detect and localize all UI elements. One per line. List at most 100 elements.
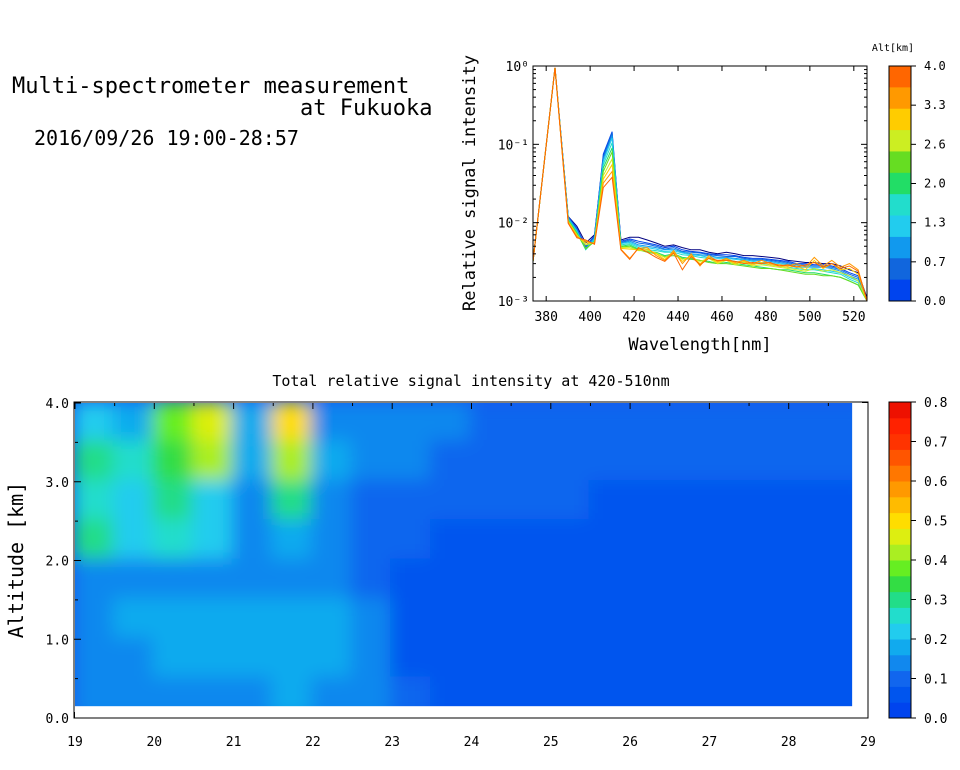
heatmap-cell	[628, 676, 672, 707]
heatmap-cell	[231, 558, 276, 602]
heatmap-x-tick-label: 25	[543, 735, 559, 750]
intensity-colorbar: 0.8 0.7 0.6 0.5 0.4 0.3 0.2 0.1 0.0	[888, 396, 948, 727]
altitude-colorbar-tick-label: 0.0	[924, 294, 946, 308]
heatmap-cell	[191, 637, 236, 681]
intensity-colorbar-cell	[889, 575, 911, 593]
heatmap-cell	[509, 558, 553, 602]
heatmap-cell	[747, 558, 791, 602]
altitude-colorbar-tick-label: 3.3	[924, 98, 946, 112]
heatmap-cell	[429, 676, 474, 707]
spectrum-y-tick-label: 10⁻²	[498, 217, 529, 232]
heatmap-cell	[390, 558, 434, 602]
heatmap-cell	[152, 676, 196, 707]
spectrum-series-line	[533, 67, 867, 301]
intensity-colorbar-cell	[889, 417, 911, 435]
heatmap-cell	[310, 479, 355, 524]
heatmap-cell	[429, 558, 474, 602]
heatmap-cell	[469, 519, 514, 563]
heatmap-cell	[548, 519, 593, 563]
intensity-colorbar-cell	[889, 591, 911, 608]
heatmap-cell	[390, 597, 434, 642]
heatmap-frame	[73, 401, 869, 719]
heatmap-cell	[310, 558, 355, 602]
spectrum-series-line	[533, 67, 867, 301]
heatmap-x-tick-label: 20	[146, 735, 162, 750]
heatmap-cell	[350, 597, 395, 642]
spectrum-y-tick-label: 10⁻³	[498, 295, 529, 310]
heatmap-cell	[548, 637, 593, 681]
heatmap-cell	[310, 676, 355, 707]
heatmap-cell	[75, 558, 117, 602]
heatmap-cell	[231, 597, 276, 642]
heatmap-cell	[826, 676, 853, 707]
intensity-colorbar-cell	[889, 607, 911, 624]
heatmap-cell	[628, 558, 672, 602]
heatmap-cell	[548, 440, 593, 484]
heatmap-cell	[429, 479, 474, 524]
heatmap-cell	[747, 597, 791, 642]
heatmap-cell	[191, 479, 236, 524]
heatmap-cell	[469, 558, 514, 602]
intensity-colorbar-cell	[889, 560, 911, 577]
heatmap-cell	[271, 676, 315, 707]
heatmap-cell	[191, 519, 236, 563]
heatmap-cell	[548, 479, 593, 524]
heatmap-cell	[786, 403, 831, 445]
intensity-heatmap: Total relative signal intensity at 420-5…	[4, 372, 876, 750]
heatmap-cell	[390, 519, 434, 563]
heatmap-cell	[191, 403, 236, 445]
heatmap-cell	[667, 440, 712, 484]
heatmap-cell	[628, 519, 672, 563]
heatmap-cell	[588, 440, 633, 484]
heatmap-cell	[112, 403, 157, 445]
intensity-colorbar-tick-label: 0.3	[924, 594, 947, 609]
measurement-datetime: 2016/09/26 19:00-28:57	[34, 126, 299, 150]
heatmap-cell	[429, 637, 474, 681]
heatmap-cell	[786, 558, 831, 602]
spectrum-x-tick-label: 520	[842, 310, 865, 325]
intensity-colorbar-cell	[889, 449, 911, 466]
heatmap-cell	[707, 597, 752, 642]
heatmap-cell	[469, 479, 514, 524]
altitude-colorbar-cell	[889, 108, 911, 131]
heatmap-cell	[747, 440, 791, 484]
heatmap-cell	[75, 676, 117, 707]
heatmap-cell	[152, 519, 196, 563]
altitude-colorbar-cell	[889, 130, 911, 152]
intensity-colorbar-cell	[889, 433, 911, 450]
heatmap-cell	[747, 676, 791, 707]
heatmap-cell	[152, 479, 196, 524]
heatmap-cell	[152, 597, 196, 642]
intensity-colorbar-cell	[889, 639, 911, 656]
heatmap-cell	[350, 440, 395, 484]
intensity-colorbar-tick-label: 0.4	[924, 554, 948, 569]
heatmap-no-data-area	[75, 706, 868, 718]
heatmap-cell	[826, 597, 853, 642]
heatmap-cell	[548, 676, 593, 707]
heatmap-title: Total relative signal intensity at 420-5…	[272, 372, 669, 390]
heatmap-cell	[390, 440, 434, 484]
heatmap-cell	[628, 597, 672, 642]
heatmap-cell	[112, 637, 157, 681]
altitude-colorbar-cell	[889, 236, 911, 259]
altitude-colorbar-cell	[889, 194, 911, 217]
altitude-colorbar-tick-label: 0.7	[924, 255, 946, 269]
heatmap-cell	[826, 479, 853, 524]
spectrum-x-tick-label: 420	[622, 310, 645, 325]
heatmap-cell	[271, 479, 315, 524]
heatmap-cell	[429, 440, 474, 484]
spectrum-x-tick-label: 440	[666, 310, 689, 325]
heatmap-cell	[509, 637, 553, 681]
heatmap-cell	[786, 597, 831, 642]
heatmap-x-tick-label: 27	[702, 735, 718, 750]
heatmap-cell	[469, 403, 514, 445]
heatmap-cell	[271, 597, 315, 642]
spectrum-y-label: Relative signal intensity	[460, 55, 480, 311]
heatmap-cell	[75, 479, 117, 524]
intensity-colorbar-cell	[889, 512, 911, 529]
heatmap-cell	[509, 519, 553, 563]
altitude-colorbar-tick-label: 4.0	[924, 59, 946, 73]
intensity-colorbar-cell	[889, 481, 911, 498]
altitude-colorbar-label: Alt[km]	[872, 43, 914, 54]
